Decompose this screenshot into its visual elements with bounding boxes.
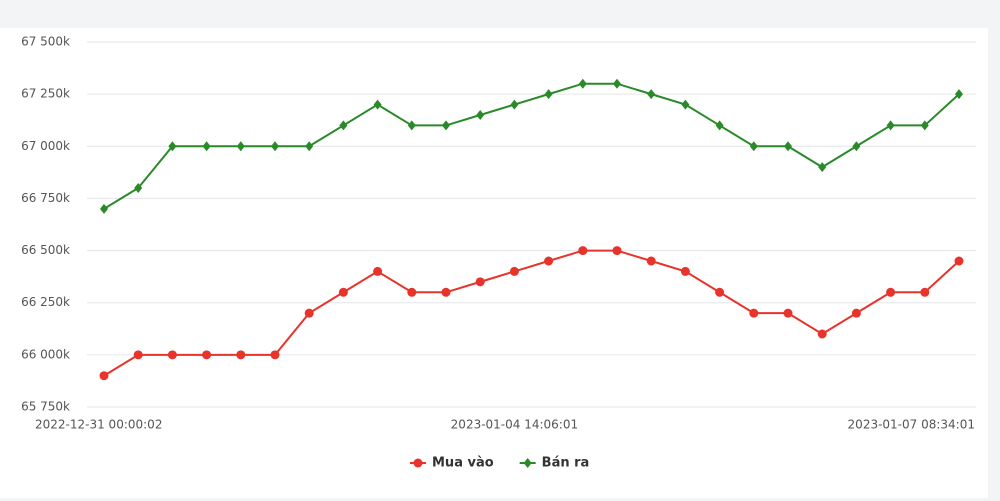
legend-item: Mua vào [410, 456, 494, 471]
y-tick-label: 67 500k [21, 35, 70, 49]
point [612, 246, 622, 256]
point [613, 78, 621, 89]
chart-panel [0, 28, 988, 498]
point [373, 99, 382, 110]
y-tick-label: 66 000k [21, 347, 70, 361]
point [818, 162, 827, 173]
point [509, 266, 519, 276]
point [236, 141, 245, 152]
point [954, 256, 964, 266]
point [955, 89, 963, 100]
point [99, 371, 109, 381]
point [578, 78, 587, 89]
point [680, 266, 690, 276]
series-line [103, 82, 960, 210]
x-tick-label: 2022-12-31 00:00:02 [35, 418, 162, 432]
point [715, 120, 724, 131]
point [236, 350, 246, 360]
legend-label: Bán ra [542, 456, 590, 471]
point [681, 99, 690, 110]
point [544, 256, 554, 266]
point [886, 287, 896, 297]
x-tick-label: 2023-01-04 14:06:01 [451, 418, 578, 432]
point [305, 141, 314, 152]
point [373, 266, 383, 276]
y-tick-label: 66 750k [21, 191, 70, 205]
point [202, 350, 212, 360]
point [270, 350, 280, 360]
point [407, 287, 417, 297]
point [304, 308, 314, 318]
point [817, 329, 827, 339]
point [271, 141, 279, 152]
point [475, 277, 485, 287]
point [920, 287, 930, 297]
point [168, 141, 177, 152]
point [783, 308, 793, 318]
point [202, 141, 211, 152]
point [510, 99, 519, 110]
point [338, 287, 348, 297]
legend-marker [413, 458, 423, 468]
y-tick-label: 67 000k [21, 139, 70, 153]
point [100, 203, 108, 214]
point [715, 287, 725, 297]
y-tick-label: 67 250k [21, 87, 70, 101]
point [886, 120, 895, 131]
point [133, 350, 143, 360]
point [407, 120, 416, 131]
legend-item: Bán ra [519, 456, 590, 471]
point [167, 350, 177, 360]
point [578, 246, 588, 256]
point [852, 141, 861, 152]
point [749, 308, 759, 318]
legend-marker [523, 458, 532, 468]
y-tick-label: 65 750k [21, 400, 70, 414]
point [784, 141, 792, 152]
point [339, 120, 348, 131]
point [476, 110, 485, 120]
y-tick-label: 66 500k [21, 243, 70, 257]
point [134, 183, 143, 193]
legend-label: Mua vào [432, 456, 494, 471]
y-tick-label: 66 250k [21, 295, 70, 309]
point [646, 256, 656, 266]
series-line [103, 249, 960, 377]
point [749, 141, 758, 152]
point [544, 89, 553, 100]
x-tick-label: 2023-01-07 08:34:01 [848, 418, 975, 432]
point [920, 120, 929, 131]
point [851, 308, 861, 318]
point [441, 287, 451, 297]
point [442, 120, 450, 131]
point [647, 89, 656, 100]
